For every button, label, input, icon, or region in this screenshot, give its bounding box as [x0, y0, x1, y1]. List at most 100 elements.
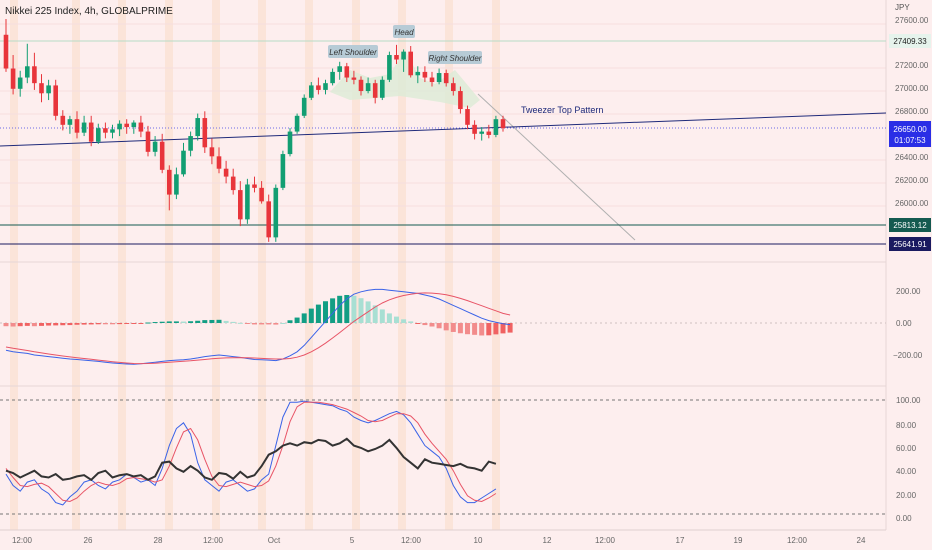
candle-body	[10, 68, 16, 89]
session-band	[445, 0, 453, 530]
macd-histogram-bar	[166, 321, 172, 323]
macd-histogram-bar	[39, 323, 44, 326]
candle-body	[223, 168, 229, 177]
candle-body	[74, 119, 80, 133]
macd-histogram-bar	[67, 323, 73, 326]
macd-histogram-bar	[252, 323, 257, 325]
macd-histogram-bar	[323, 301, 328, 323]
macd-histogram-bar	[422, 323, 428, 326]
left-shoulder-label: Left Shoulder	[328, 45, 378, 58]
time-label: 5	[350, 536, 355, 545]
time-label: 26	[84, 536, 93, 545]
candle-body	[46, 85, 51, 94]
session-band	[212, 0, 220, 530]
macd-histogram-bar	[472, 323, 478, 335]
macd-histogram-bar	[138, 323, 144, 324]
candle-body	[188, 136, 193, 151]
time-label: 10	[474, 536, 483, 545]
time-label: Oct	[268, 536, 281, 545]
macd-histogram-bar	[401, 319, 407, 323]
candle-body	[458, 91, 463, 110]
candle-body	[287, 131, 293, 155]
macd-tick: 0.00	[896, 319, 912, 328]
macd-histogram-bar	[351, 295, 357, 323]
candle-body	[181, 150, 186, 175]
candle-body	[401, 51, 406, 60]
macd-histogram-bar	[102, 323, 108, 325]
session-band	[352, 0, 360, 530]
candle-body	[245, 184, 250, 220]
left-shoulder-text: Left Shoulder	[329, 48, 377, 57]
macd-histogram-bar	[3, 323, 9, 327]
candle-body	[195, 118, 200, 137]
macd-histogram-bar	[386, 313, 392, 323]
session-band	[258, 0, 266, 530]
session-band	[72, 0, 80, 530]
macd-tick: 200.00	[896, 287, 921, 296]
time-axis: 12:00 26 28 12:00 Oct 5 12:00 10 12 12:00 17 19 12:0…	[12, 536, 866, 545]
head-text: Head	[394, 28, 414, 37]
currency-label: JPY	[895, 3, 910, 12]
price-tag-support-1: 25813.12	[889, 218, 931, 232]
candle-body	[3, 34, 9, 69]
macd-pane	[0, 288, 886, 365]
stoch-tick: 80.00	[896, 421, 917, 430]
price-tick: 27600.00	[895, 16, 929, 25]
candle-body	[422, 71, 428, 78]
candle-body	[309, 85, 314, 98]
macd-histogram-bar	[17, 323, 23, 327]
macd-histogram-bar	[486, 323, 492, 336]
stochastic-pane	[0, 399, 886, 515]
candle-body	[167, 169, 172, 195]
macd-histogram-bar	[195, 320, 201, 323]
candle-body	[124, 123, 129, 128]
candle-body	[32, 66, 37, 84]
price-tick: 27000.00	[895, 84, 929, 93]
candle-body	[387, 55, 392, 80]
macd-histogram-bar	[152, 322, 158, 324]
candle-body	[230, 176, 236, 191]
candle-body	[415, 71, 421, 76]
price-tag-top-value: 27409.33	[893, 37, 927, 46]
candle-body	[273, 187, 279, 238]
price-tick: 26200.00	[895, 176, 929, 185]
projection-line	[477, 93, 636, 241]
macd-histogram-bar	[188, 321, 194, 323]
macd-histogram-bar	[344, 295, 350, 323]
candle-body	[81, 122, 87, 133]
head-label: Head	[393, 25, 415, 38]
macd-tick: −200.00	[893, 351, 923, 360]
candle-body	[323, 83, 328, 90]
session-band	[398, 0, 406, 530]
right-shoulder-text: Right Shoulder	[429, 54, 482, 63]
price-tick: 27200.00	[895, 61, 929, 70]
session-band	[10, 0, 18, 530]
stoch-tick: 40.00	[896, 467, 917, 476]
price-tick: 26800.00	[895, 107, 929, 116]
macd-histogram-bar	[308, 308, 314, 323]
stoch-tick: 60.00	[896, 444, 917, 453]
macd-histogram-bar	[209, 319, 215, 323]
candle-body	[337, 66, 342, 72]
macd-histogram-bar	[124, 323, 130, 324]
stoch-tick: 20.00	[896, 491, 917, 500]
candle-body	[429, 77, 435, 83]
macd-histogram-bar	[60, 323, 66, 326]
candle-body	[479, 131, 484, 134]
macd-histogram-bar	[24, 323, 30, 326]
session-band	[305, 0, 313, 530]
candle-body	[96, 128, 101, 142]
head-shoulders-region	[330, 50, 480, 108]
candle-body	[145, 131, 151, 152]
macd-histogram-bar	[301, 313, 307, 323]
macd-histogram-bar	[244, 323, 250, 324]
macd-histogram-bar	[223, 320, 229, 323]
candle-body	[443, 73, 449, 84]
macd-histogram-bar	[88, 323, 94, 325]
candle-body	[316, 85, 321, 90]
macd-histogram-bar	[230, 321, 236, 323]
stoch-rsi-line	[5, 437, 497, 482]
macd-histogram-bar	[173, 321, 179, 323]
